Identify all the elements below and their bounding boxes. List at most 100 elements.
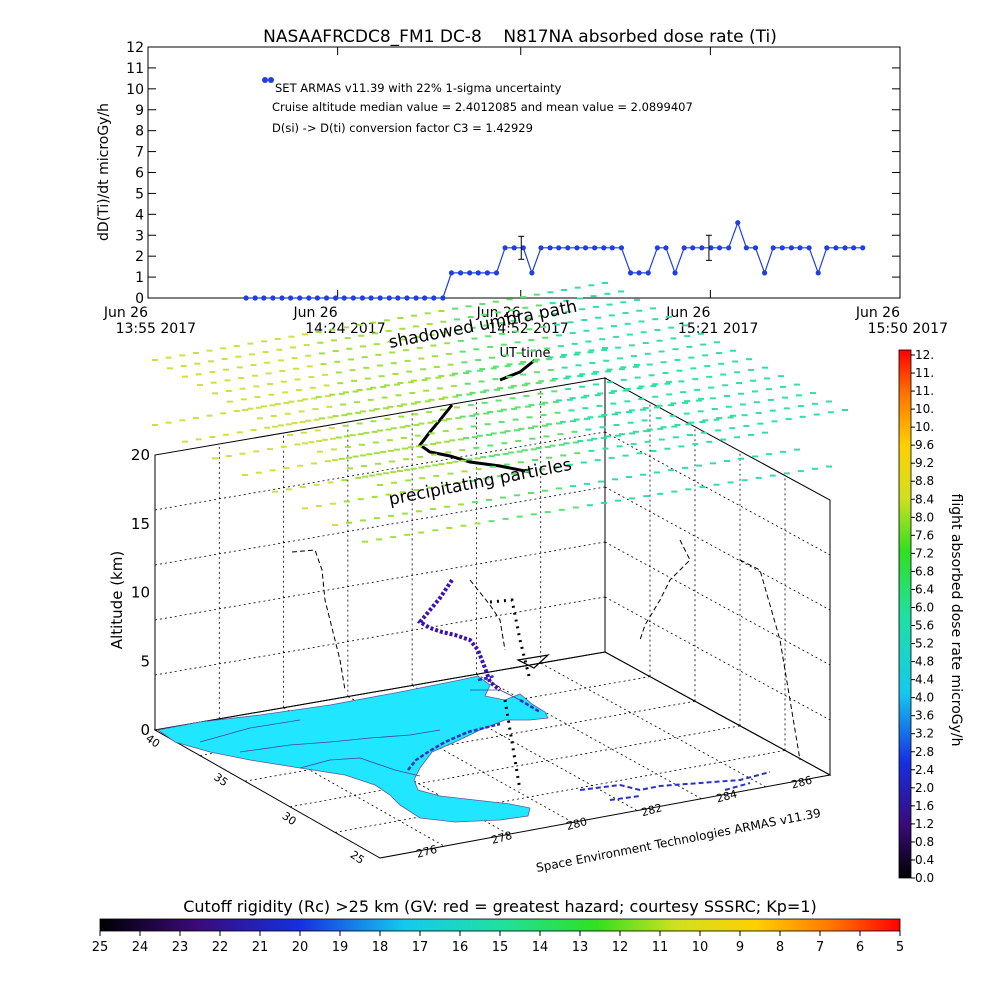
y-tick-label: 11: [126, 61, 144, 77]
colorbar-tick-label: 0.0: [915, 871, 934, 885]
longitude-axis: 276 278 280 282 284 286: [415, 774, 814, 861]
data-point: [708, 245, 714, 251]
data-point: [618, 245, 625, 251]
data-point: [252, 295, 258, 301]
colorbar-tick-label: 2.4: [915, 763, 934, 777]
grid-line: [604, 541, 831, 666]
longitude-tick-label: 276: [415, 843, 439, 861]
data-point: [422, 295, 428, 301]
data-point: [314, 295, 321, 301]
data-point: [663, 245, 669, 251]
dose-rate-series: [243, 220, 866, 301]
colorbar-tick-label: 5.6: [915, 619, 934, 633]
data-point: [404, 295, 410, 301]
rigidity-tick-label: 11: [652, 940, 669, 955]
rigidity-tick-label: 12: [612, 940, 629, 955]
colorbar-tick-label: 9.6: [915, 438, 934, 452]
colorbar-tick-label: 2.0: [915, 781, 934, 795]
track-projection-right: [639, 539, 801, 761]
data-point: [287, 295, 294, 301]
data-point: [645, 270, 651, 276]
altitude-tick-label: 10: [131, 584, 150, 602]
grid-line: [154, 541, 606, 621]
aircraft-marker: [516, 654, 550, 669]
top-y-axis-label: dD(Ti)/dt microGy/h: [96, 103, 112, 241]
data-point: [735, 220, 741, 226]
data-point: [574, 245, 580, 251]
rigidity-tick-label: 13: [572, 940, 589, 955]
y-tick-label: 12: [126, 40, 144, 56]
data-point: [547, 245, 553, 251]
data-point: [377, 295, 383, 301]
altitude-tick-label: 15: [131, 515, 150, 533]
data-point: [636, 270, 642, 276]
land-mass: [156, 675, 549, 823]
data-point: [690, 245, 696, 251]
data-point: [475, 270, 481, 276]
colorbar-tick-label: 7.2: [915, 546, 934, 560]
rigidity-colorbar-ticks: 25 24 23 22 21 20 19 18 17 16 15 14 13 12 11 10 9 8 7 6 5: [92, 931, 904, 955]
data-point: [413, 295, 419, 301]
series-line: [246, 220, 863, 299]
annotation-line-3: D(si) -> D(ti) conversion factor C3 = 1.…: [272, 121, 533, 135]
colorbar-tick-label: 6.0: [915, 600, 934, 614]
x-tick-label: Jun 26: [855, 305, 900, 321]
data-point: [815, 270, 821, 276]
data-point: [493, 270, 500, 276]
y-tick-label: 2: [135, 249, 144, 265]
y-tick-label: 3: [135, 228, 144, 244]
data-point: [592, 245, 598, 251]
coast-highlight: [407, 674, 541, 771]
grid-line: [154, 486, 606, 566]
data-point: [681, 245, 687, 251]
data-point: [762, 270, 768, 276]
y-tick-label: 7: [135, 145, 144, 161]
data-point: [520, 245, 526, 251]
data-point: [511, 245, 517, 251]
dose-rate-field: [152, 282, 848, 543]
y-tick-label: 5: [135, 186, 144, 202]
islands: [579, 771, 771, 801]
state-borders: [199, 689, 521, 777]
rigidity-tick-label: 10: [692, 940, 709, 955]
colorbar-tick-label: 8.0: [915, 510, 934, 524]
data-point: [431, 295, 437, 301]
colorbar-tick-label: 6.8: [915, 564, 934, 578]
data-point: [743, 245, 749, 251]
altitude-axis-label: Altitude (km): [108, 551, 126, 649]
data-point: [359, 295, 366, 301]
altitude-axis: 0 5 10 15 20: [131, 446, 150, 739]
data-point: [502, 245, 508, 251]
rigidity-tick-label: 5: [896, 940, 904, 955]
3d-plot: shadowed umbra path precipitating partic…: [108, 282, 848, 875]
rigidity-tick-label: 21: [252, 940, 269, 955]
rigidity-tick-label: 24: [132, 940, 149, 955]
x-tick-label: 13:55 2017: [116, 321, 196, 337]
grid-line: [289, 725, 741, 808]
x-tick-label: Jun 26: [103, 305, 148, 321]
y-tick-label: 10: [126, 82, 144, 98]
data-point: [582, 245, 589, 251]
rigidity-tick-label: 22: [212, 940, 229, 955]
colorbar-tick-label: 5.2: [915, 637, 934, 651]
longitude-tick-label: 278: [490, 829, 514, 847]
grid-line: [604, 596, 831, 721]
top-x-axis-label: UT time: [500, 346, 551, 361]
latitude-tick-label: 30: [280, 809, 299, 828]
data-point: [270, 295, 276, 301]
data-point: [716, 245, 723, 251]
data-point: [654, 245, 660, 251]
colorbar-tick-label: 8.4: [915, 492, 934, 506]
rigidity-tick-label: 7: [816, 940, 824, 955]
x-tick-label: Jun 26: [292, 305, 337, 321]
colorbar-tick-label: 12.: [915, 348, 934, 362]
rigidity-colorbar: [99, 918, 901, 932]
data-point: [824, 245, 830, 251]
rigidity-tick-label: 16: [452, 940, 469, 955]
data-point: [306, 295, 312, 301]
colorbar-tick-label: 4.4: [915, 673, 934, 687]
colorbar-tick-label: 3.2: [915, 727, 934, 741]
colorbar-tick-label: 1.6: [915, 799, 934, 813]
longitude-tick-label: 284: [715, 787, 739, 805]
track-projection-left: [291, 549, 346, 691]
